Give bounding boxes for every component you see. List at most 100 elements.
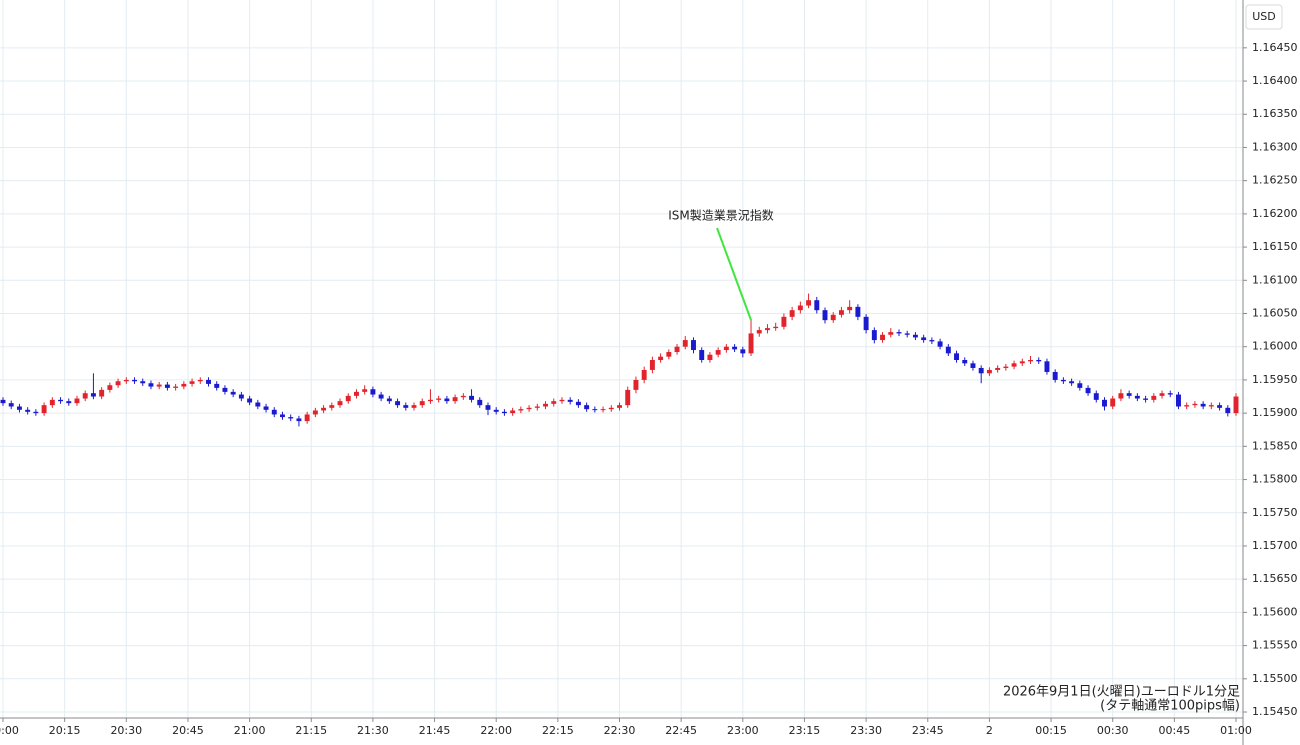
candle-body [592, 409, 598, 411]
candle-body [748, 333, 754, 354]
candle-body [765, 328, 770, 331]
candle-body [962, 359, 968, 364]
candle-body [403, 405, 409, 408]
candle-body [33, 411, 39, 414]
candle-body [641, 369, 647, 380]
y-tick-label: 1.16300 [1252, 140, 1298, 153]
candle-body [1176, 394, 1181, 407]
x-tick-label: 22:45 [665, 724, 697, 737]
candle-body [444, 398, 450, 402]
candle-body [370, 389, 376, 395]
candle-body [781, 316, 787, 327]
candle-body [74, 398, 80, 404]
annotation-text: ISM製造業景況指数 [668, 208, 774, 223]
candle-body [855, 306, 861, 317]
y-tick-label: 1.15600 [1252, 605, 1298, 618]
candle-body [1036, 359, 1042, 362]
candle-body [978, 367, 984, 374]
candle-body [682, 340, 688, 347]
candle-body [427, 399, 433, 402]
candle-body [806, 300, 812, 306]
x-tick-label: 00:15 [1035, 724, 1067, 737]
candle-body [82, 393, 88, 399]
candle-body [337, 401, 343, 406]
candle-body [715, 350, 721, 355]
grid-layer [0, 0, 1243, 718]
candle-body [1225, 407, 1231, 414]
candle-body [132, 379, 137, 382]
y-tick-label: 1.16000 [1252, 340, 1298, 353]
candle-body [1208, 405, 1214, 407]
candle-body [58, 399, 64, 402]
candle-body [543, 403, 548, 407]
candle-body [1217, 405, 1223, 408]
y-tick-label: 1.15950 [1252, 373, 1298, 386]
candle-body [148, 383, 154, 387]
candle-layer [0, 293, 1239, 427]
candle-body [181, 383, 187, 387]
candle-body [1085, 387, 1091, 394]
x-tick-label: 23:15 [789, 724, 821, 737]
candle-body [411, 405, 417, 408]
candle-body [386, 398, 392, 402]
candle-body [164, 384, 170, 388]
candle-body [1003, 366, 1009, 368]
candle-body [608, 407, 614, 410]
candle-body [1192, 403, 1198, 406]
candle-body [1110, 398, 1116, 407]
candle-body [600, 409, 606, 411]
x-tick-label: 23:00 [727, 724, 759, 737]
y-tick-label: 1.15900 [1252, 406, 1298, 419]
candle-body [1069, 381, 1075, 384]
candle-body [230, 391, 236, 395]
candle-body [173, 386, 179, 388]
candle-body [510, 410, 516, 414]
y-tick-label: 1.16400 [1252, 74, 1298, 87]
candle-body [1118, 393, 1124, 399]
candle-body [321, 407, 327, 411]
candle-body [312, 410, 318, 415]
candle-body [970, 363, 976, 368]
candle-body [329, 405, 335, 408]
candle-body [838, 310, 844, 315]
y-tick-label: 1.16450 [1252, 41, 1298, 54]
candle-body [534, 406, 540, 408]
candle-body [773, 326, 779, 329]
candle-body [937, 341, 943, 347]
currency-label: USD [1252, 10, 1276, 23]
candle-body [633, 379, 639, 390]
candle-body [1077, 383, 1083, 388]
candle-body [666, 352, 672, 357]
candle-body [436, 398, 442, 400]
candle-body [1200, 403, 1206, 407]
candle-body [0, 399, 6, 404]
caption: (タテ軸通常100pips幅) [1100, 699, 1240, 714]
candle-body [1019, 361, 1025, 364]
candle-body [25, 409, 31, 412]
candle-body [304, 414, 310, 422]
candle-body [197, 379, 203, 382]
candle-body [1052, 371, 1058, 380]
candle-body [880, 334, 886, 341]
candle-body [1028, 359, 1033, 362]
candle-body [222, 387, 228, 392]
label-layer: 1.15450 1.15500 1.15550 1.15600 1.15650 1.157… [0, 41, 1298, 737]
candle-body [378, 394, 384, 399]
y-tick-label: 1.16250 [1252, 174, 1298, 187]
currency-box [1245, 4, 1283, 30]
candle-body [469, 395, 475, 400]
candle-body [888, 332, 894, 335]
candle-body [814, 300, 820, 311]
candle-body [189, 381, 195, 384]
candle-body [658, 356, 664, 360]
candle-body [584, 405, 590, 410]
candle-body [863, 316, 869, 331]
candle-body [90, 393, 96, 397]
x-tick-label: 20:15 [49, 724, 81, 737]
candle-body [362, 389, 368, 392]
candle-body [1044, 361, 1050, 372]
candle-body [353, 391, 359, 396]
candle-body [280, 414, 285, 418]
